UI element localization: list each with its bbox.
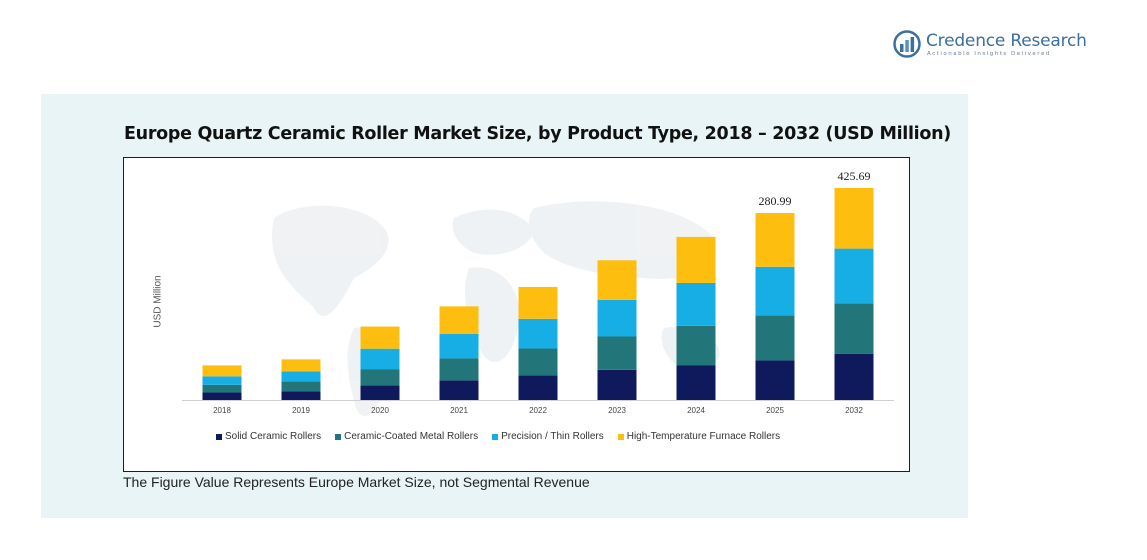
bar-segment-2021-series-2 xyxy=(439,358,479,381)
bar-segment-2025-series-3 xyxy=(755,266,795,316)
bar-segment-2032-series-2 xyxy=(834,303,874,354)
legend-label: High-Temperature Furnace Rollers xyxy=(626,431,781,442)
legend-label: Precision / Thin Rollers xyxy=(501,431,604,442)
bar-segment-2019-series-3 xyxy=(281,371,321,382)
x-tick-label-2019: 2019 xyxy=(292,406,310,415)
bar-segment-2025-series-4 xyxy=(755,212,795,267)
bar-segment-2032-series-1 xyxy=(834,353,874,400)
bar-segment-2018-series-4 xyxy=(202,365,242,377)
bar-segment-2021-series-1 xyxy=(439,380,479,400)
bar-segment-2023-series-1 xyxy=(597,369,637,400)
legend-swatch xyxy=(335,433,342,440)
footnote: The Figure Value Represents Europe Marke… xyxy=(123,474,590,490)
world-map-watermark xyxy=(272,201,720,416)
legend-label: Ceramic-Coated Metal Rollers xyxy=(344,431,479,442)
bar-segment-2024-series-2 xyxy=(676,325,716,366)
credence-logo-icon xyxy=(893,30,921,58)
bar-segment-2020-series-1 xyxy=(360,385,400,400)
stacked-bar-chart: 2018 2019 2020 2021 2022 2023 2024 2025 280.99 20… xyxy=(182,169,894,416)
brand-logo: Credence Research Actionable Insights De… xyxy=(893,28,1087,62)
chart-title: Europe Quartz Ceramic Roller Market Size… xyxy=(124,124,951,144)
bar-segment-2022-series-3 xyxy=(518,318,558,349)
bar-segment-2022-series-4 xyxy=(518,286,558,319)
data-label-2032: 425.69 xyxy=(838,169,871,183)
bar-segment-2019-series-4 xyxy=(281,359,321,372)
chart-legend: Solid Ceramic Rollers Ceramic-Coated Meta… xyxy=(216,431,780,442)
bar-segment-2020-series-2 xyxy=(360,369,400,386)
x-tick-label-2018: 2018 xyxy=(213,406,231,415)
x-tick-label-2021: 2021 xyxy=(450,406,468,415)
bar-segment-2023-series-3 xyxy=(597,299,637,337)
legend-item-2: Ceramic-Coated Metal Rollers xyxy=(335,431,478,442)
legend-swatch xyxy=(492,433,499,440)
bar-segment-2024-series-1 xyxy=(676,365,716,400)
legend-swatch xyxy=(216,433,222,440)
data-label-2025: 280.99 xyxy=(759,194,792,208)
bar-segment-2025-series-2 xyxy=(755,315,795,361)
bar-segment-2024-series-4 xyxy=(676,236,716,283)
chart-area: 2018 2019 2020 2021 2022 2023 2024 2025 280.99 20… xyxy=(123,157,910,472)
bar-segment-2025-series-1 xyxy=(755,360,795,400)
x-tick-label-2023: 2023 xyxy=(608,406,626,415)
bar-segment-2019-series-1 xyxy=(281,391,321,400)
bar-segment-2018-series-3 xyxy=(202,376,242,385)
bar-segment-2022-series-2 xyxy=(518,348,558,376)
bar-segment-2032-series-4 xyxy=(834,187,874,249)
bar-segment-2020-series-4 xyxy=(360,326,400,349)
bar-segment-2020-series-3 xyxy=(360,348,400,370)
x-tick-label-2025: 2025 xyxy=(766,406,784,415)
x-tick-label-2020: 2020 xyxy=(371,406,389,415)
bar-segment-2032-series-3 xyxy=(834,248,874,304)
legend-item-4: High-Temperature Furnace Rollers xyxy=(617,431,781,442)
chart-panel: Europe Quartz Ceramic Roller Market Size… xyxy=(41,94,968,518)
bar-segment-2021-series-4 xyxy=(439,306,479,335)
legend-swatch xyxy=(617,433,624,440)
bar-segment-2023-series-2 xyxy=(597,336,637,370)
legend-label: Solid Ceramic Rollers xyxy=(225,431,322,442)
bar-segment-2024-series-3 xyxy=(676,282,716,326)
bar-segment-2018-series-2 xyxy=(202,384,242,393)
bar-segment-2022-series-1 xyxy=(518,375,558,400)
brand-tagline: Actionable Insights Delivered xyxy=(927,51,1051,57)
bar-segment-2019-series-2 xyxy=(281,381,321,392)
x-tick-label-2022: 2022 xyxy=(529,406,547,415)
legend-item-1: Solid Ceramic Rollers xyxy=(216,431,321,442)
brand-name: Credence Research xyxy=(926,31,1087,51)
x-tick-label-2024: 2024 xyxy=(687,406,705,415)
x-tick-label-2032: 2032 xyxy=(845,406,863,415)
bar-segment-2018-series-1 xyxy=(202,392,242,400)
legend-item-3: Precision / Thin Rollers xyxy=(492,431,604,442)
y-axis-label: USD Million xyxy=(152,275,164,328)
bar-segment-2021-series-3 xyxy=(439,334,479,359)
bar-segment-2023-series-4 xyxy=(597,260,637,300)
